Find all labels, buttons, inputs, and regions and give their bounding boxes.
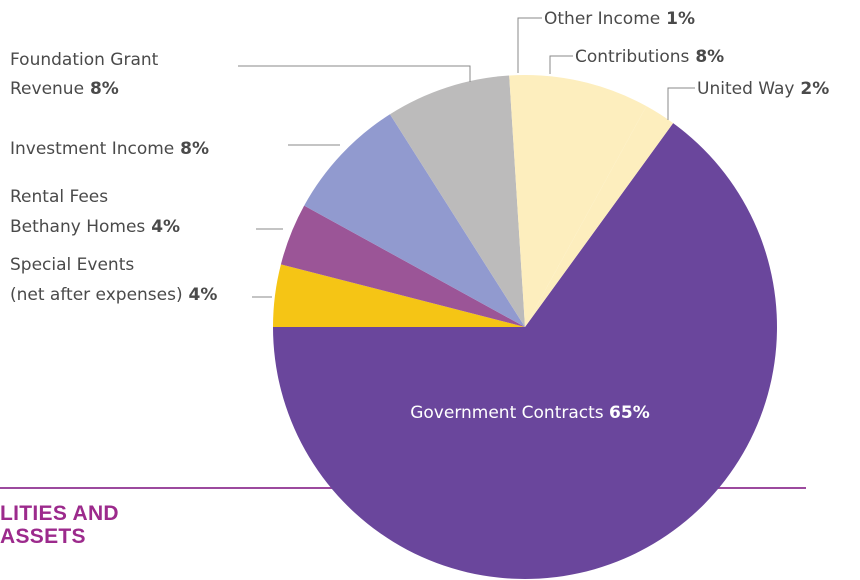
slice-value-other-income: 1% <box>660 9 695 29</box>
slice-label-contributions-line-1: Contributions 8% <box>575 47 724 67</box>
slice-label-special-events-line-1: Special Events <box>10 255 134 275</box>
slice-value-special-events: 4% <box>183 285 218 305</box>
section-heading: LITIES AND ASSETS <box>0 502 119 548</box>
slice-value-foundation: 8% <box>84 79 119 99</box>
section-heading-line-1: LITIES AND <box>0 502 119 525</box>
slice-value-rental-fees: 4% <box>145 217 180 237</box>
slice-label-foundation-line-2: Revenue 8% <box>10 79 119 99</box>
slice-value-contributions: 8% <box>689 47 724 67</box>
slice-label-government: Government Contracts 65% <box>410 403 650 423</box>
leader-line-other-income <box>518 18 542 73</box>
slice-label-foundation-line-1: Foundation Grant <box>10 50 159 70</box>
slice-label-other-income-line-1: Other Income 1% <box>544 9 695 29</box>
slice-label-rental-fees-line-2: Bethany Homes 4% <box>10 217 180 237</box>
section-heading-line-2: ASSETS <box>0 525 119 548</box>
leader-line-contributions <box>550 56 573 74</box>
slice-label-investment-line-1: Investment Income 8% <box>10 139 209 159</box>
leader-line-united-way <box>668 88 695 120</box>
slice-value-investment: 8% <box>174 139 209 159</box>
slice-label-rental-fees-line-1: Rental Fees <box>10 187 108 207</box>
slice-label-special-events-line-2: (net after expenses) 4% <box>10 285 217 305</box>
slice-value-united-way: 2% <box>794 79 829 99</box>
leader-line-foundation <box>238 66 470 82</box>
slice-label-united-way-line-1: United Way 2% <box>697 79 829 99</box>
